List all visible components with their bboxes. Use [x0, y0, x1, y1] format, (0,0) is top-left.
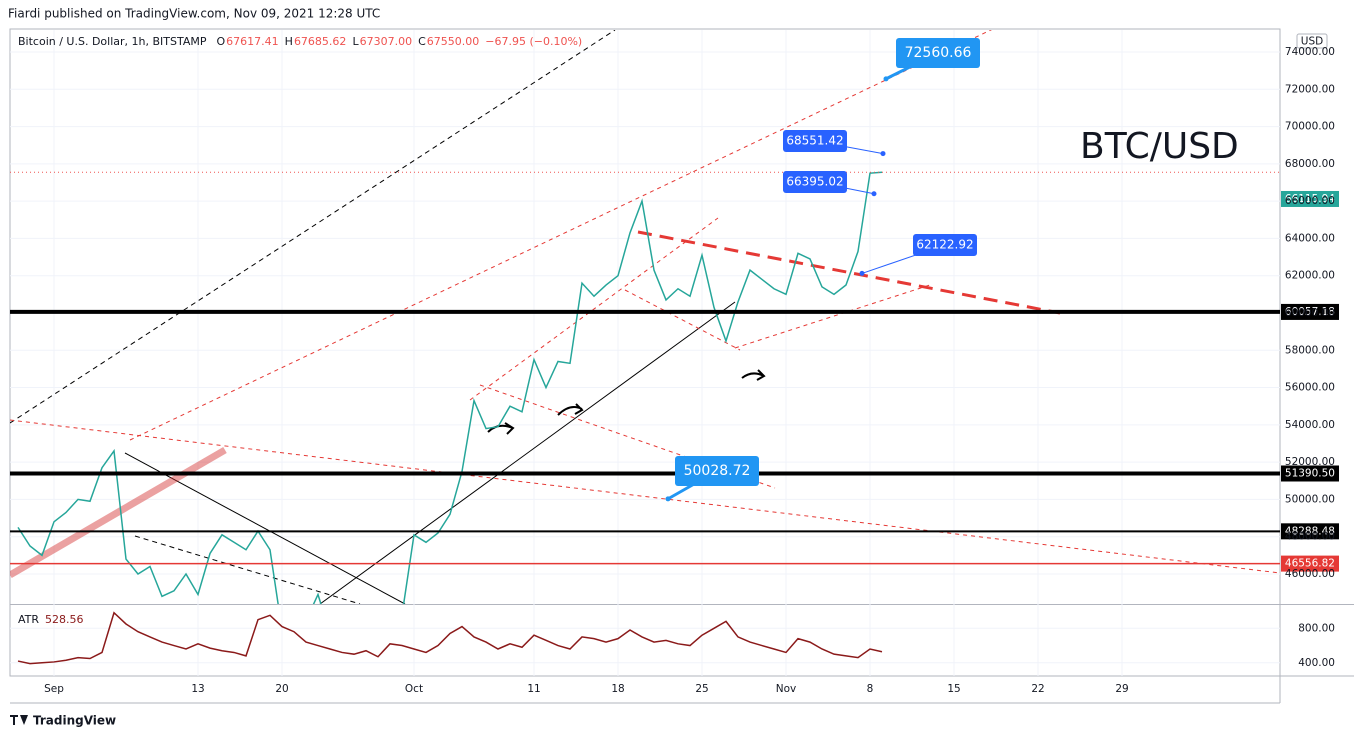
- trendline: [10, 446, 227, 579]
- change: −67.95 (−0.10%): [485, 35, 582, 48]
- callout-label: 72560.66: [905, 45, 972, 61]
- callout-box: [913, 234, 977, 256]
- y-tick-label: 58000.00: [1285, 344, 1335, 356]
- callout-anchor: [883, 76, 889, 82]
- level-badge: [1281, 555, 1339, 572]
- x-tick-label: 18: [611, 683, 624, 695]
- y-tick-label: 800.00: [1298, 622, 1335, 634]
- grid: [10, 30, 1280, 676]
- y-tick-label: 400.00: [1298, 657, 1335, 669]
- series-line: [17, 171, 883, 604]
- x-tick-label: Nov: [776, 683, 797, 695]
- callout-box: [896, 38, 980, 68]
- x-tick-label: 11: [527, 683, 540, 695]
- y-tick-label: 64000.00: [1285, 232, 1335, 244]
- y-tick-label: 72000.00: [1285, 83, 1335, 95]
- y-tick-label: 74000.00: [1285, 46, 1335, 58]
- series: [17, 171, 883, 604]
- currency: USD: [1301, 36, 1323, 48]
- brand: TradingView: [33, 714, 116, 728]
- y-tick-label: 54000.00: [1285, 419, 1335, 431]
- trendline: [134, 535, 361, 604]
- level-badge: [1281, 465, 1339, 482]
- ohlc-value: 67550.00: [427, 35, 480, 48]
- publisher: Fiardi published on TradingView.com, Nov…: [8, 7, 380, 21]
- callout-anchor: [880, 151, 886, 157]
- callout-anchor: [859, 270, 865, 276]
- level-label: 46556.82: [1285, 558, 1335, 570]
- atr-value: 528.56: [45, 613, 84, 626]
- currency-badge: [1296, 33, 1328, 49]
- callout-label: 68551.42: [786, 134, 843, 148]
- x-tick-label: 8: [867, 683, 874, 695]
- x-tick-label: 29: [1115, 683, 1128, 695]
- ohlc-key: C: [418, 35, 426, 48]
- trendline: [319, 301, 736, 604]
- ohlc-value: 67617.41: [226, 35, 279, 48]
- atr-title: ATR: [18, 613, 39, 626]
- price-label: 66115.94: [1285, 193, 1335, 205]
- ohlc-key: O: [216, 35, 225, 48]
- y-tick-label: 52000.00: [1285, 456, 1335, 468]
- trendline: [10, 30, 616, 424]
- y-tick-label: 66000.00: [1285, 195, 1335, 207]
- y-tick-label: 46000.00: [1285, 568, 1335, 580]
- series: [17, 611, 883, 665]
- y-tick-label: 68000.00: [1285, 158, 1335, 170]
- symbol: Bitcoin / U.S. Dollar, 1h, BITSTAMP: [18, 35, 207, 48]
- level-badge: [1281, 523, 1339, 540]
- series-line: [17, 611, 883, 665]
- trendline: [469, 217, 719, 401]
- ohlc-value: 67307.00: [360, 35, 413, 48]
- trendline: [10, 419, 1280, 574]
- trendline: [637, 230, 1061, 315]
- ohlc-key: L: [352, 35, 359, 48]
- y-tick-label: 60000.00: [1285, 307, 1335, 319]
- trendline: [734, 284, 931, 349]
- plot: 60057.18 51390.50 48288.48 46556.82 66115.94…: [10, 38, 1339, 665]
- x-tick-label: 15: [947, 683, 960, 695]
- chart-title: BTC/USD: [1080, 126, 1239, 167]
- callout-anchor: [871, 191, 877, 197]
- x-tick-label: Sep: [44, 683, 64, 695]
- x-tick-label: Oct: [405, 683, 423, 695]
- callout-label: 66395.02: [786, 175, 843, 189]
- level-badge: [1281, 303, 1339, 320]
- level-label: 48288.48: [1285, 525, 1335, 537]
- y-tick-label: 56000.00: [1285, 382, 1335, 394]
- x-tick-label: 25: [695, 683, 708, 695]
- x-tick-label: 13: [191, 683, 204, 695]
- callout-box: [783, 130, 847, 152]
- callout-label: 62122.92: [916, 238, 973, 252]
- y-tick-label: 50000.00: [1285, 493, 1335, 505]
- trendline: [624, 289, 741, 351]
- callout-anchor: [665, 496, 671, 502]
- y-tick-label: 62000.00: [1285, 270, 1335, 282]
- y-tick-label: 48000.00: [1285, 531, 1335, 543]
- callout-box: [783, 171, 847, 193]
- x-tick-label: 20: [275, 683, 288, 695]
- ohlc-key: H: [285, 35, 293, 48]
- y-tick-label: 70000.00: [1285, 121, 1335, 133]
- level-label: 60057.18: [1285, 306, 1335, 318]
- level-label: 51390.50: [1285, 467, 1335, 479]
- callout-box: [675, 456, 759, 486]
- trendline: [124, 452, 406, 604]
- x-tick-label: 22: [1031, 683, 1044, 695]
- logo: [10, 715, 28, 725]
- price-badge: [1281, 190, 1339, 207]
- callout-label: 50028.72: [684, 463, 751, 479]
- ohlc-value: 67685.62: [294, 35, 347, 48]
